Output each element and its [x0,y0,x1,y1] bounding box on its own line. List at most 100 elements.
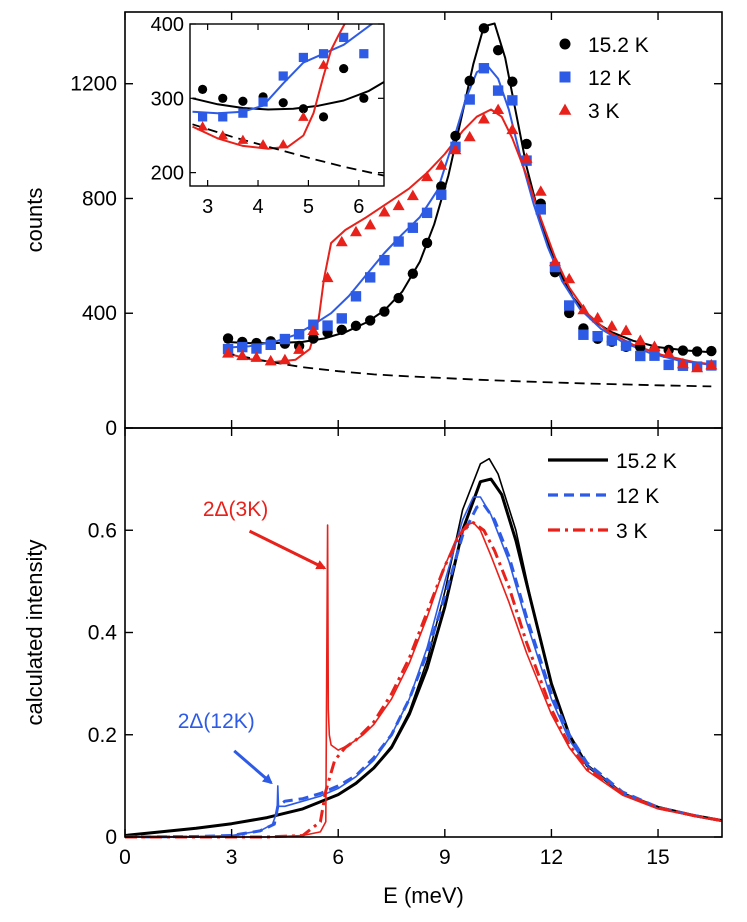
top-point-15-2-k [222,333,234,344]
inset: 3 4 5 6 200 300 400 [151,14,385,218]
top-point-15-2-k [393,292,404,304]
inset-point-12-k [359,49,369,59]
inset-point-15-2-k [298,104,308,114]
bottom-x-tick-label: 3 [226,846,238,869]
inset-background-line [192,123,384,177]
top-point-3-k [236,349,249,361]
top-point-12-k [478,63,490,74]
inset-point-12-k [218,112,228,122]
inset-point-12-k [318,49,329,59]
top-point-15-2-k [507,76,518,87]
top-y-tick-label: 0 [105,417,117,440]
inset-point-3-k [257,139,269,149]
top-point-3-k [222,347,235,358]
inset-point-15-2-k [278,98,288,108]
inset-point-15-2-k [359,93,369,103]
top-point-15-2-k [450,130,461,142]
inset-y-tick-label: 200 [151,163,184,185]
top-point-12-k [279,333,291,345]
legend-marker-12-k [559,71,571,83]
bottom-x-axis-label: E (meV) [383,883,464,908]
top-point-12-k [379,254,390,266]
top-point-15-2-k [336,324,347,336]
inset-point-3-k [217,130,229,140]
top-point-12-k [663,359,674,371]
top-point-3-k [662,347,675,358]
top-point-12-k [350,291,362,302]
top-point-15-2-k [677,345,689,356]
top-background-line [224,351,712,388]
top-point-3-k [634,334,647,345]
legend-label-bottom: 3 K [616,520,648,543]
inset-point-15-2-k [339,63,349,74]
top-point-12-k [421,207,433,219]
top-point-3-k [463,130,476,142]
top-panel: 0 400 800 1200 counts 15.2 K 12 K 3 K 3 4 5 6 200 300… [22,11,723,440]
top-point-12-k [336,313,347,324]
inset-point-15-2-k [218,93,228,103]
top-point-12-k [237,341,248,353]
top-point-3-k [250,351,263,362]
bottom-y-tick-label: 0.2 [88,724,117,747]
top-point-12-k [563,300,575,311]
top-point-3-k [435,159,448,170]
top-point-3-k [705,358,718,370]
legend-label-bottom: 15.2 K [616,450,677,473]
top-point-15-2-k [691,346,703,357]
legend-label-top: 3 K [588,100,620,123]
top-point-15-2-k [436,181,447,192]
inset-x-tick-label: 6 [353,196,364,218]
top-point-12-k [649,350,660,361]
top-point-3-k [648,340,661,352]
top-point-12-k [606,335,618,346]
top-point-12-k [464,94,475,105]
bottom-panel: 0 3 6 9 12 15 0 0.2 0.4 0.6 E (meV) calculated inte… [22,427,723,908]
inset-point-3-k [197,121,208,131]
top-point-15-2-k [350,320,362,332]
top-point-3-k [477,113,490,124]
inset-15-2-k-fit-line [192,81,384,111]
bottom-x-tick-label: 0 [119,846,131,869]
top-point-3-k [293,343,306,354]
top-point-12-k [492,85,504,96]
inset-frame [189,23,385,187]
legend-marker-15-2-k [559,38,571,50]
top-point-12-k [578,329,589,340]
top-point-3-k [506,123,519,135]
inset-point-12-k [278,71,288,81]
bottom-x-tick-label: 6 [332,846,344,869]
bottom-x-tick-label: 9 [439,846,451,869]
top-point-15-2-k [492,44,504,56]
top-point-12-k [293,328,305,340]
top-point-12-k [620,340,632,351]
inset-y-tick-label: 400 [151,14,184,36]
top-point-12-k [251,343,262,354]
bottom-y-tick-label: 0 [105,826,117,849]
top-point-3-k [449,143,462,155]
top-point-12-k [322,320,333,331]
bottom-y-tick-label: 0.4 [88,622,118,645]
inset-point-15-2-k [318,112,329,122]
top-point-15-2-k [407,268,419,279]
inset-point-12-k [238,108,248,118]
top-point-15-2-k [308,333,319,344]
top-point-15-2-k [364,315,376,326]
top-point-12-k [364,272,376,283]
inset-x-tick-label: 5 [303,196,314,218]
top-point-15-2-k [379,306,390,317]
top-point-12-k [507,95,518,106]
annotation-arrow [233,749,273,785]
top-point-3-k [534,185,547,196]
top-point-3-k [364,218,377,230]
inset-3-k-fit-line [192,24,346,150]
top-point-12-k [635,350,646,362]
bottom-12-k-thin-line [124,496,723,838]
inset-point-12-k [258,97,268,107]
top-point-15-2-k [421,237,433,249]
bottom-3-k-dashdot-line [125,521,723,839]
top-point-3-k [577,303,590,315]
top-point-3-k [321,271,334,283]
top-point-3-k [591,311,604,323]
inset-x-tick-label: 4 [252,196,263,218]
